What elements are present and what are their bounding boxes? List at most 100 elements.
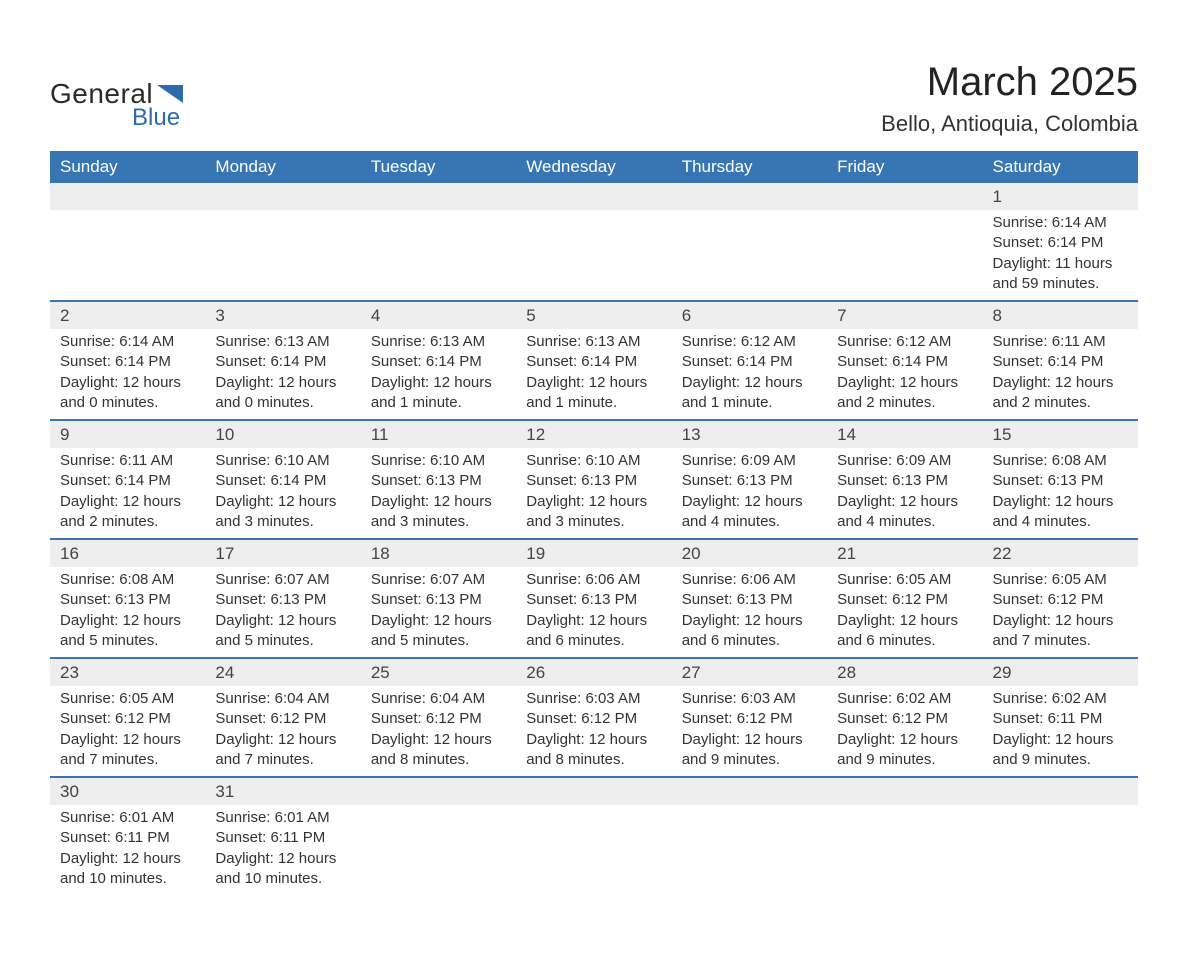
empty-cell <box>672 183 827 210</box>
day-details: Sunrise: 6:03 AMSunset: 6:12 PMDaylight:… <box>672 686 827 777</box>
empty-cell <box>361 805 516 895</box>
day-number: 15 <box>983 420 1138 448</box>
empty-cell <box>672 777 827 805</box>
day-number: 11 <box>361 420 516 448</box>
day-details: Sunrise: 6:04 AMSunset: 6:12 PMDaylight:… <box>205 686 360 777</box>
weekday-header: Saturday <box>983 151 1138 183</box>
day-details: Sunrise: 6:14 AMSunset: 6:14 PMDaylight:… <box>50 329 205 420</box>
day-number: 14 <box>827 420 982 448</box>
day-number: 2 <box>50 301 205 329</box>
day-number: 23 <box>50 658 205 686</box>
day-details: Sunrise: 6:01 AMSunset: 6:11 PMDaylight:… <box>50 805 205 895</box>
day-number: 29 <box>983 658 1138 686</box>
logo-text-blue: Blue <box>132 104 180 132</box>
weekday-header: Monday <box>205 151 360 183</box>
day-number: 9 <box>50 420 205 448</box>
month-title: March 2025 <box>881 60 1138 105</box>
location-subtitle: Bello, Antioquia, Colombia <box>881 111 1138 137</box>
day-number: 19 <box>516 539 671 567</box>
day-number: 7 <box>827 301 982 329</box>
empty-cell <box>672 805 827 895</box>
day-details: Sunrise: 6:03 AMSunset: 6:12 PMDaylight:… <box>516 686 671 777</box>
brand-logo: General Blue <box>50 60 183 132</box>
empty-cell <box>983 777 1138 805</box>
empty-cell <box>50 210 205 301</box>
weekday-header: Wednesday <box>516 151 671 183</box>
empty-cell <box>516 805 671 895</box>
day-number: 13 <box>672 420 827 448</box>
empty-cell <box>516 777 671 805</box>
day-details: Sunrise: 6:09 AMSunset: 6:13 PMDaylight:… <box>672 448 827 539</box>
day-details: Sunrise: 6:10 AMSunset: 6:13 PMDaylight:… <box>516 448 671 539</box>
empty-cell <box>672 210 827 301</box>
day-number: 25 <box>361 658 516 686</box>
day-number: 6 <box>672 301 827 329</box>
flag-icon <box>157 85 183 103</box>
empty-cell <box>516 183 671 210</box>
day-number: 1 <box>983 183 1138 210</box>
day-number: 3 <box>205 301 360 329</box>
day-details: Sunrise: 6:11 AMSunset: 6:14 PMDaylight:… <box>983 329 1138 420</box>
weekday-header: Friday <box>827 151 982 183</box>
day-number: 24 <box>205 658 360 686</box>
day-number: 22 <box>983 539 1138 567</box>
day-details: Sunrise: 6:12 AMSunset: 6:14 PMDaylight:… <box>827 329 982 420</box>
empty-cell <box>827 805 982 895</box>
day-details: Sunrise: 6:13 AMSunset: 6:14 PMDaylight:… <box>516 329 671 420</box>
empty-cell <box>205 210 360 301</box>
day-details: Sunrise: 6:01 AMSunset: 6:11 PMDaylight:… <box>205 805 360 895</box>
empty-cell <box>516 210 671 301</box>
day-number: 21 <box>827 539 982 567</box>
day-number: 26 <box>516 658 671 686</box>
day-details: Sunrise: 6:05 AMSunset: 6:12 PMDaylight:… <box>983 567 1138 658</box>
day-details: Sunrise: 6:11 AMSunset: 6:14 PMDaylight:… <box>50 448 205 539</box>
day-number: 16 <box>50 539 205 567</box>
day-details: Sunrise: 6:10 AMSunset: 6:14 PMDaylight:… <box>205 448 360 539</box>
day-number: 18 <box>361 539 516 567</box>
day-details: Sunrise: 6:05 AMSunset: 6:12 PMDaylight:… <box>50 686 205 777</box>
day-details: Sunrise: 6:08 AMSunset: 6:13 PMDaylight:… <box>50 567 205 658</box>
day-number: 31 <box>205 777 360 805</box>
day-number: 12 <box>516 420 671 448</box>
empty-cell <box>983 805 1138 895</box>
day-details: Sunrise: 6:13 AMSunset: 6:14 PMDaylight:… <box>205 329 360 420</box>
day-details: Sunrise: 6:04 AMSunset: 6:12 PMDaylight:… <box>361 686 516 777</box>
empty-cell <box>361 777 516 805</box>
day-number: 30 <box>50 777 205 805</box>
day-details: Sunrise: 6:13 AMSunset: 6:14 PMDaylight:… <box>361 329 516 420</box>
page-header: General Blue March 2025 Bello, Antioquia… <box>50 60 1138 137</box>
empty-cell <box>827 210 982 301</box>
weekday-header: Thursday <box>672 151 827 183</box>
day-number: 20 <box>672 539 827 567</box>
day-number: 17 <box>205 539 360 567</box>
day-details: Sunrise: 6:07 AMSunset: 6:13 PMDaylight:… <box>361 567 516 658</box>
day-number: 28 <box>827 658 982 686</box>
calendar-header-row: SundayMondayTuesdayWednesdayThursdayFrid… <box>50 151 1138 183</box>
day-details: Sunrise: 6:14 AMSunset: 6:14 PMDaylight:… <box>983 210 1138 301</box>
day-details: Sunrise: 6:07 AMSunset: 6:13 PMDaylight:… <box>205 567 360 658</box>
day-number: 5 <box>516 301 671 329</box>
weekday-header: Sunday <box>50 151 205 183</box>
calendar-table: SundayMondayTuesdayWednesdayThursdayFrid… <box>50 151 1138 895</box>
empty-cell <box>827 777 982 805</box>
day-number: 10 <box>205 420 360 448</box>
title-block: March 2025 Bello, Antioquia, Colombia <box>881 60 1138 137</box>
day-details: Sunrise: 6:08 AMSunset: 6:13 PMDaylight:… <box>983 448 1138 539</box>
day-details: Sunrise: 6:06 AMSunset: 6:13 PMDaylight:… <box>516 567 671 658</box>
empty-cell <box>361 210 516 301</box>
day-number: 8 <box>983 301 1138 329</box>
day-details: Sunrise: 6:12 AMSunset: 6:14 PMDaylight:… <box>672 329 827 420</box>
day-details: Sunrise: 6:09 AMSunset: 6:13 PMDaylight:… <box>827 448 982 539</box>
day-details: Sunrise: 6:02 AMSunset: 6:12 PMDaylight:… <box>827 686 982 777</box>
day-number: 27 <box>672 658 827 686</box>
weekday-header: Tuesday <box>361 151 516 183</box>
day-details: Sunrise: 6:05 AMSunset: 6:12 PMDaylight:… <box>827 567 982 658</box>
day-details: Sunrise: 6:02 AMSunset: 6:11 PMDaylight:… <box>983 686 1138 777</box>
empty-cell <box>50 183 205 210</box>
empty-cell <box>205 183 360 210</box>
empty-cell <box>827 183 982 210</box>
day-details: Sunrise: 6:06 AMSunset: 6:13 PMDaylight:… <box>672 567 827 658</box>
empty-cell <box>361 183 516 210</box>
day-details: Sunrise: 6:10 AMSunset: 6:13 PMDaylight:… <box>361 448 516 539</box>
day-number: 4 <box>361 301 516 329</box>
